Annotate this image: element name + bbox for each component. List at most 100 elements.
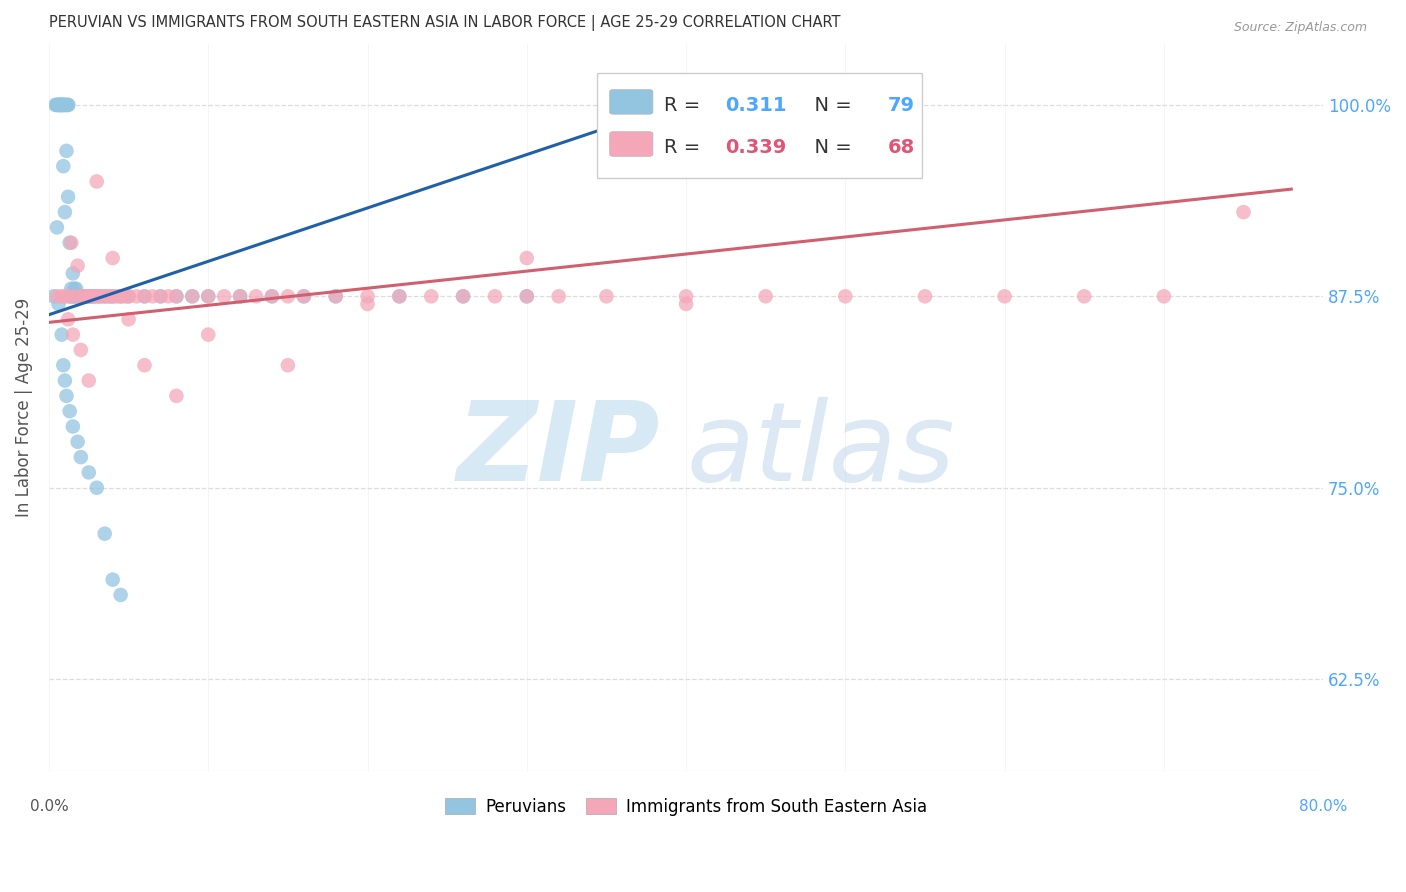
Point (51, 98, 73, 112)
Point (53, 289, 76, 303)
Point (994, 289, 1017, 303)
Point (63, 289, 86, 303)
Point (51, 327, 73, 342)
Point (62, 419, 84, 434)
Point (44, 98, 66, 112)
Point (212, 289, 235, 303)
Text: 80.0%: 80.0% (1299, 798, 1347, 814)
Point (165, 389, 187, 403)
Point (197, 289, 219, 303)
Point (62, 327, 84, 342)
Point (75, 289, 97, 303)
Text: ZIP: ZIP (457, 398, 661, 505)
Point (59, 235, 82, 250)
Point (451, 289, 474, 303)
Point (125, 289, 148, 303)
Point (73, 289, 96, 303)
Point (51, 98, 73, 112)
Point (79, 289, 101, 303)
Point (277, 289, 299, 303)
Point (73, 289, 96, 303)
Point (48, 297, 70, 311)
Text: 0.0%: 0.0% (30, 798, 69, 814)
Point (93, 526, 115, 541)
Point (117, 312, 139, 326)
Point (62, 289, 84, 303)
Point (675, 289, 697, 303)
Point (51, 289, 73, 303)
Point (420, 289, 443, 303)
Point (111, 289, 134, 303)
Point (101, 289, 124, 303)
Point (149, 289, 172, 303)
Point (55, 389, 77, 403)
Point (65, 289, 87, 303)
Point (388, 289, 411, 303)
Point (86, 289, 108, 303)
Point (89, 289, 111, 303)
Point (52, 358, 75, 372)
Point (49, 98, 72, 112)
Point (516, 289, 538, 303)
Point (547, 289, 569, 303)
Point (229, 289, 252, 303)
Point (292, 289, 315, 303)
Point (165, 289, 187, 303)
Point (59, 289, 82, 303)
Point (53, 98, 76, 112)
Point (77, 466, 100, 480)
Point (86, 289, 108, 303)
Point (1073, 289, 1095, 303)
Point (53, 205, 76, 219)
Point (98, 289, 121, 303)
Point (56, 190, 79, 204)
Point (245, 289, 267, 303)
Text: R =: R = (665, 96, 707, 115)
Point (56, 289, 79, 303)
Text: PERUVIAN VS IMMIGRANTS FROM SOUTH EASTERN ASIA IN LABOR FORCE | AGE 25-29 CORREL: PERUVIAN VS IMMIGRANTS FROM SOUTH EASTER… (49, 15, 841, 31)
Point (89, 289, 111, 303)
Point (56, 312, 79, 326)
Point (52, 98, 75, 112)
Point (229, 289, 252, 303)
Point (292, 289, 315, 303)
Point (83, 289, 105, 303)
Point (110, 588, 132, 602)
Point (104, 289, 127, 303)
Point (49, 98, 72, 112)
Point (1153, 289, 1175, 303)
Point (181, 289, 204, 303)
Point (141, 289, 163, 303)
Point (388, 289, 411, 303)
Point (1232, 205, 1254, 219)
Point (67, 289, 90, 303)
Point (108, 289, 131, 303)
Point (65, 282, 87, 296)
FancyBboxPatch shape (610, 132, 652, 156)
Point (86, 481, 108, 495)
Point (101, 573, 124, 587)
Point (60, 282, 83, 296)
Point (52, 159, 75, 173)
Point (325, 289, 347, 303)
Point (83, 289, 105, 303)
Point (181, 289, 204, 303)
Point (51, 98, 73, 112)
Point (48, 98, 70, 112)
Point (157, 289, 180, 303)
Point (48, 98, 70, 112)
Point (755, 289, 778, 303)
FancyBboxPatch shape (598, 73, 922, 178)
Text: N =: N = (801, 96, 858, 115)
Point (66, 259, 89, 273)
Point (484, 289, 506, 303)
Point (80, 289, 103, 303)
Point (45, 220, 67, 235)
Point (60, 289, 83, 303)
Point (110, 289, 132, 303)
Point (356, 297, 378, 311)
Point (134, 289, 156, 303)
Point (59, 404, 82, 418)
Point (134, 358, 156, 372)
Point (516, 251, 538, 265)
